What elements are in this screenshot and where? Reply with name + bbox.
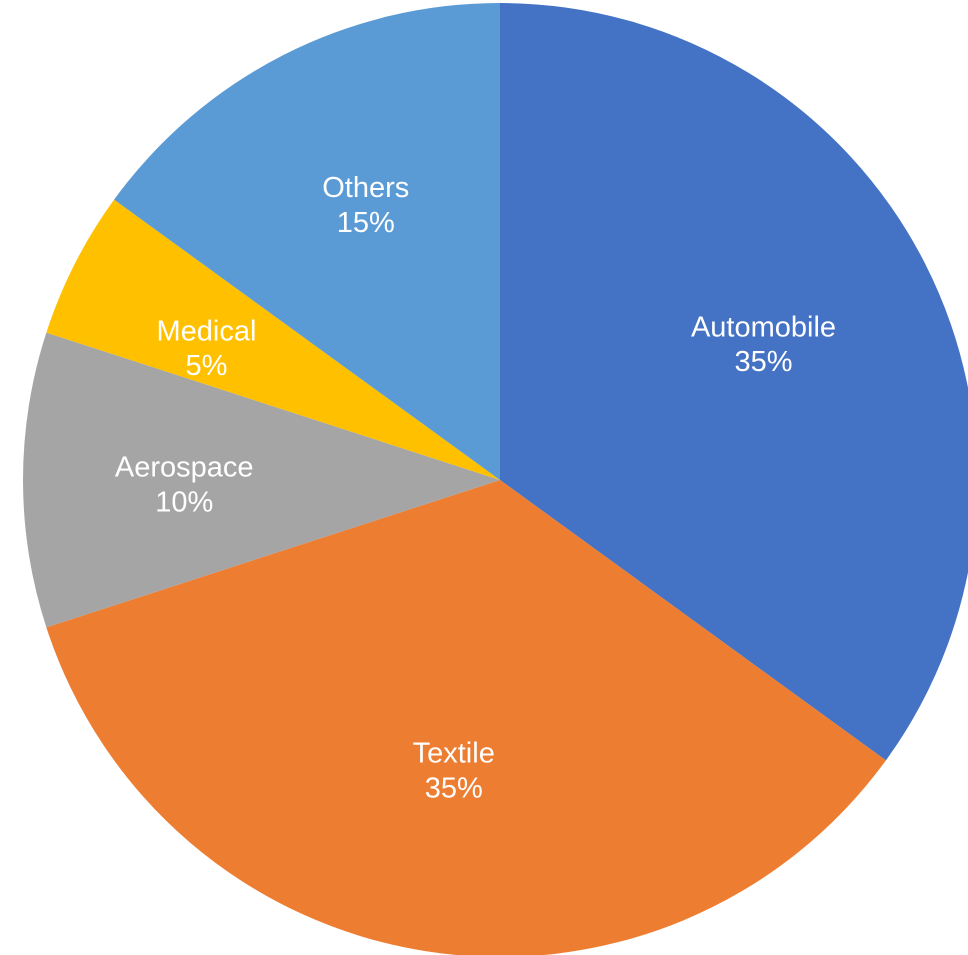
slice-category-label: Aerospace xyxy=(115,451,254,483)
slice-percent-label: 35% xyxy=(425,772,483,804)
slice-percent-label: 35% xyxy=(734,346,792,378)
slice-percent-label: 10% xyxy=(155,486,213,518)
slice-category-label: Automobile xyxy=(691,311,836,343)
pie-slice-others xyxy=(114,3,501,480)
slice-percent-label: 15% xyxy=(337,207,395,239)
pie-slices xyxy=(22,3,968,955)
slice-label-aerospace: Aerospace 10% xyxy=(115,451,254,518)
slice-category-label: Medical xyxy=(157,315,257,347)
pie-slice-automobile xyxy=(500,3,968,761)
slice-category-label: Others xyxy=(322,172,409,204)
slice-label-others: Others 15% xyxy=(322,172,409,239)
pie-slice-aerospace xyxy=(22,332,500,628)
slice-category-label: Textile xyxy=(413,737,495,769)
slice-label-textile: Textile 35% xyxy=(413,737,495,804)
slice-percent-label: 5% xyxy=(186,350,228,382)
pie-slice-textile xyxy=(46,480,886,955)
pie-slice-medical xyxy=(46,199,501,480)
slice-label-automobile: Automobile 35% xyxy=(691,311,836,378)
pie-labels: Automobile 35%Textile 35%Aerospace 10%Medic… xyxy=(115,172,836,804)
slice-label-medical: Medical 5% xyxy=(157,315,257,382)
